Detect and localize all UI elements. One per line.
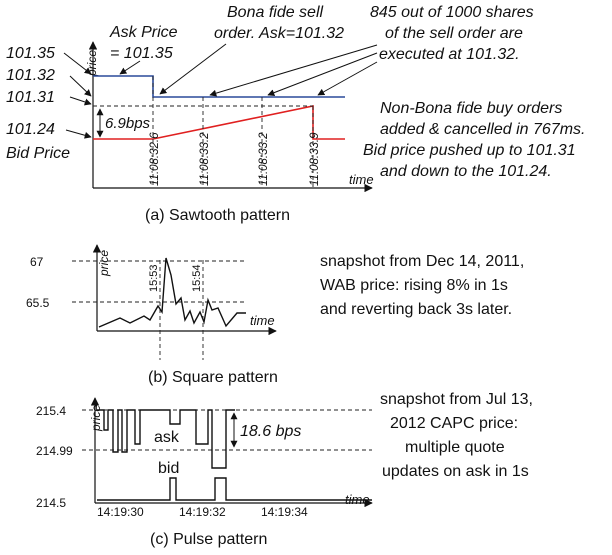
panel-c-y-214-99: 214.99 [36,444,73,458]
panel-b-y-65-5: 65.5 [26,296,50,310]
panel-b-note-2: WAB price: rising 8% in 1s [320,277,508,294]
panel-a-ask-price-value: = 101.35 [110,45,173,62]
panel-a-arrow-ask-price [119,60,141,75]
panel-a-arrow-101-35 [63,52,92,75]
panel-c-ask-line [97,409,235,469]
panel-a-price-101-24: 101.24 [6,121,55,138]
panel-a-time-1: 11:08:32.6 [149,132,161,186]
panel-a-exec-note-3: executed at 101.32. [379,46,520,63]
panel-a-arrow-bona [159,43,227,95]
panel-a-non-note-3: Bid price pushed up to 101.31 [363,142,576,159]
panel-b-square: price time 67 65.5 15:53 15:54 snapshot … [26,244,524,386]
panel-a-sawtooth: price time 11:08:32.6 11:08:33.2 11:08:3… [6,4,585,224]
panel-a-price-101-31: 101.31 [6,89,55,106]
panel-a-price-101-35: 101.35 [6,45,55,62]
panel-a-arrow-exec-3 [317,61,378,96]
panel-c-y-214-5: 214.5 [36,496,66,510]
panel-a-non-note-4: and down to the 101.24. [380,163,552,180]
panel-b-axis-y-label: price [97,250,111,277]
panel-b-note-3: and reverting back 3s later. [320,301,512,318]
panel-a-bona-note-2: order. Ask=101.32 [214,25,344,42]
panel-c-bid-line [97,477,372,501]
panel-c-y-215-4: 215.4 [36,404,66,418]
panel-c-note-2: 2012 CAPC price: [390,415,518,432]
panel-c-time-1: 14:19:30 [97,505,144,519]
panel-a-axis-y-label: price [85,50,99,77]
panel-a-ask-price-label: Ask Price [109,24,178,41]
panel-c-note-3: multiple quote [405,439,505,456]
panel-a-bid-price-label: Bid Price [6,145,70,162]
panel-a-time-3: 11:08:33.2 [258,132,270,186]
panel-c-caption: (c) Pulse pattern [150,531,267,548]
panel-c-bps-label: 18.6 bps [240,423,301,440]
panel-b-price-line [98,257,246,328]
panel-c-note-4: updates on ask in 1s [382,463,529,480]
panel-a-caption: (a) Sawtooth pattern [145,207,290,224]
panel-a-exec-note-2: of the sell order are [385,25,523,42]
panel-a-axis-x-label: time [349,172,374,187]
panel-a-bps-label: 6.9bps [105,115,151,132]
panel-a-time-4: 11:08:33.9 [309,132,321,186]
panel-a-price-101-32: 101.32 [6,67,55,84]
panel-a-arrow-101-32 [69,75,92,97]
panel-a-exec-note-1: 845 out of 1000 shares [370,4,534,21]
panel-c-ask-label: ask [154,429,180,446]
panel-b-axis-x-label: time [250,313,275,328]
panel-a-non-note-1: Non-Bona fide buy orders [380,100,562,117]
panel-b-time-1: 15:53 [148,264,160,292]
panel-a-ask-line [93,75,345,98]
panel-c-pulse: price time 215.4 214.99 214.5 ask bid 18… [36,391,533,548]
panel-b-time-2: 15:54 [191,264,203,292]
panel-a-arrow-101-24 [65,129,92,139]
panel-c-time-2: 14:19:32 [179,505,226,519]
panel-b-note-1: snapshot from Dec 14, 2011, [320,253,524,270]
panel-a-bona-note-1: Bona fide sell [227,4,324,21]
panel-c-axis-y-label: price [89,405,103,432]
panel-a-non-note-2: added & cancelled in 767ms. [380,121,585,138]
panel-a-arrow-exec-2 [267,52,378,97]
panel-b-caption: (b) Square pattern [148,369,278,386]
panel-c-time-3: 14:19:34 [261,505,308,519]
panel-c-bid-label: bid [158,460,179,477]
panel-b-y-67: 67 [30,255,44,269]
panel-c-note-1: snapshot from Jul 13, [380,391,533,408]
panel-a-time-2: 11:08:33.2 [199,132,211,186]
panel-a-arrow-101-31 [69,96,92,106]
panel-a-arrow-exec-1 [209,44,378,97]
